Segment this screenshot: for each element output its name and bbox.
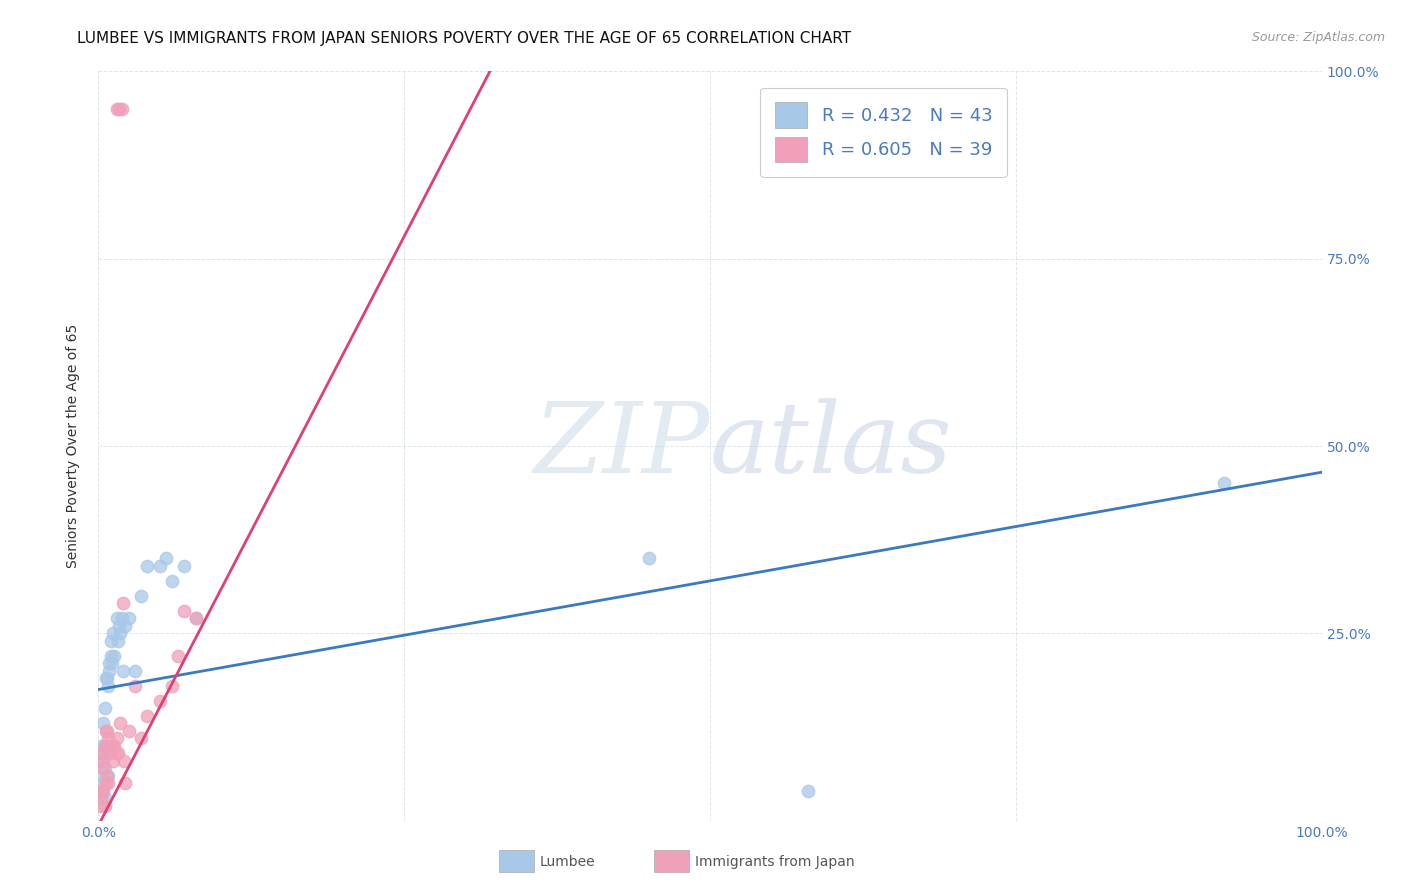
Text: atlas: atlas bbox=[710, 399, 953, 493]
Point bbox=[91, 716, 114, 731]
Point bbox=[136, 708, 159, 723]
Point bbox=[160, 574, 183, 588]
Point bbox=[96, 769, 118, 783]
Point bbox=[108, 102, 131, 116]
Point bbox=[98, 657, 121, 671]
Point bbox=[89, 798, 111, 813]
Point bbox=[94, 723, 117, 738]
Point bbox=[91, 783, 114, 797]
Text: ZIP: ZIP bbox=[534, 399, 710, 493]
Point bbox=[100, 739, 122, 753]
Point bbox=[91, 776, 114, 790]
Point bbox=[118, 611, 141, 625]
Point bbox=[149, 694, 172, 708]
Point bbox=[114, 619, 136, 633]
Point bbox=[149, 558, 172, 573]
Point bbox=[173, 604, 195, 618]
Point bbox=[93, 739, 115, 753]
Point bbox=[94, 776, 117, 790]
Point bbox=[91, 783, 114, 797]
Point bbox=[100, 648, 122, 663]
Point bbox=[93, 791, 115, 805]
Point bbox=[96, 671, 118, 685]
Point bbox=[129, 589, 152, 603]
Point bbox=[90, 739, 112, 753]
Point bbox=[96, 739, 118, 753]
Point bbox=[91, 769, 114, 783]
Point bbox=[167, 648, 190, 663]
Point bbox=[797, 783, 820, 797]
Point bbox=[186, 611, 208, 625]
Point bbox=[97, 679, 120, 693]
Text: Lumbee: Lumbee bbox=[540, 855, 596, 869]
Y-axis label: Seniors Poverty Over the Age of 65: Seniors Poverty Over the Age of 65 bbox=[66, 324, 80, 568]
Point bbox=[107, 746, 129, 760]
Point bbox=[155, 551, 177, 566]
Point bbox=[97, 776, 120, 790]
Point bbox=[111, 611, 134, 625]
Point bbox=[98, 746, 121, 760]
Point bbox=[96, 723, 118, 738]
Text: Source: ZipAtlas.com: Source: ZipAtlas.com bbox=[1251, 31, 1385, 45]
Point bbox=[124, 664, 146, 678]
Point bbox=[90, 791, 112, 805]
Point bbox=[173, 558, 195, 573]
Point bbox=[186, 611, 208, 625]
Point bbox=[105, 102, 128, 116]
Point bbox=[101, 626, 124, 640]
Point bbox=[124, 679, 146, 693]
Point bbox=[101, 754, 124, 768]
Point bbox=[111, 102, 134, 116]
Point bbox=[94, 671, 117, 685]
Point bbox=[160, 679, 183, 693]
Point bbox=[129, 731, 152, 746]
Point bbox=[94, 739, 117, 753]
Point bbox=[103, 648, 125, 663]
Point bbox=[1212, 476, 1234, 491]
Point bbox=[118, 723, 141, 738]
Point bbox=[91, 754, 114, 768]
Point bbox=[93, 701, 115, 715]
Point bbox=[114, 776, 136, 790]
Point bbox=[101, 657, 124, 671]
Point bbox=[93, 798, 115, 813]
Point bbox=[103, 739, 125, 753]
Point bbox=[104, 746, 127, 760]
Point bbox=[110, 716, 132, 731]
Point bbox=[91, 761, 114, 775]
Point bbox=[105, 731, 128, 746]
Point bbox=[97, 731, 120, 746]
Point bbox=[93, 761, 115, 775]
Point bbox=[111, 664, 134, 678]
Point bbox=[90, 754, 112, 768]
Point bbox=[112, 754, 135, 768]
Point bbox=[110, 626, 132, 640]
Point bbox=[91, 746, 114, 760]
Point bbox=[93, 739, 115, 753]
Point bbox=[98, 664, 121, 678]
Point bbox=[100, 633, 122, 648]
Point bbox=[111, 596, 134, 610]
Point bbox=[105, 611, 128, 625]
Text: Immigrants from Japan: Immigrants from Japan bbox=[695, 855, 855, 869]
Point bbox=[108, 619, 131, 633]
Point bbox=[107, 633, 129, 648]
Point bbox=[90, 783, 112, 797]
Point bbox=[101, 739, 124, 753]
Text: LUMBEE VS IMMIGRANTS FROM JAPAN SENIORS POVERTY OVER THE AGE OF 65 CORRELATION C: LUMBEE VS IMMIGRANTS FROM JAPAN SENIORS … bbox=[77, 31, 852, 46]
Point bbox=[91, 746, 114, 760]
Point bbox=[136, 558, 159, 573]
Point bbox=[97, 769, 120, 783]
Legend: R = 0.432   N = 43, R = 0.605   N = 39: R = 0.432 N = 43, R = 0.605 N = 39 bbox=[761, 88, 1007, 177]
Point bbox=[637, 551, 661, 566]
